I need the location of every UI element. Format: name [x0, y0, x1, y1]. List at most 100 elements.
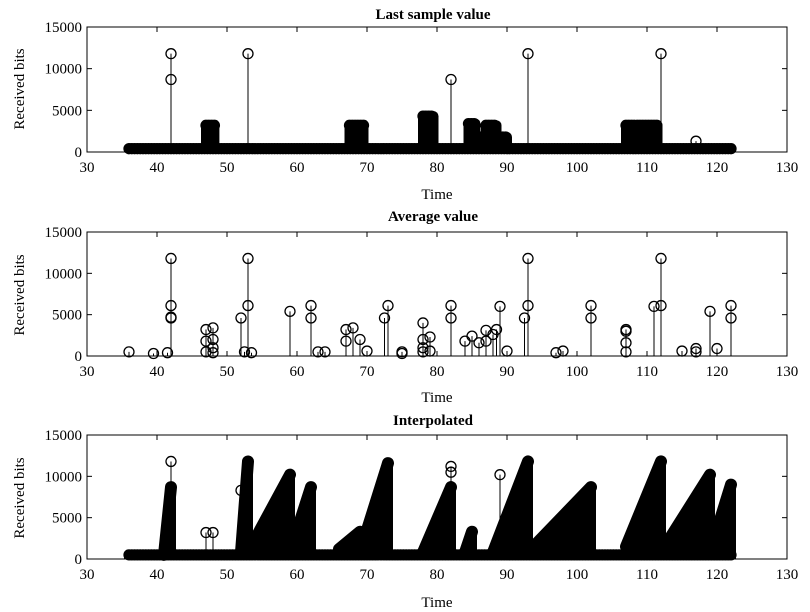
- data-point: [394, 549, 407, 561]
- data-point: [676, 345, 688, 357]
- x-tick-label: 60: [290, 364, 305, 380]
- data-point: [242, 299, 254, 312]
- data-point: [200, 335, 212, 347]
- data-point: [260, 143, 272, 155]
- data-point: [607, 143, 620, 155]
- data-point: [582, 143, 594, 155]
- x-tick-label: 40: [150, 364, 165, 380]
- data-point: [238, 143, 250, 155]
- data-point: [722, 143, 734, 155]
- data-point: [683, 143, 695, 155]
- data-point: [725, 143, 737, 155]
- data-point: [340, 323, 352, 336]
- y-tick-label: 0: [75, 349, 83, 365]
- data-point: [497, 131, 509, 143]
- data-point: [201, 549, 214, 561]
- x-tick-label: 60: [290, 567, 305, 583]
- x-tick-label: 30: [80, 364, 95, 380]
- data-point: [406, 143, 418, 155]
- data-point: [691, 143, 704, 155]
- data-point: [417, 333, 429, 346]
- data-point: [465, 118, 477, 130]
- data-point: [271, 143, 284, 155]
- data-point: [397, 143, 410, 155]
- x-axis-label: Time: [421, 187, 452, 203]
- data-point: [322, 549, 334, 561]
- data-point: [246, 143, 258, 155]
- x-tick-label: 80: [430, 567, 445, 583]
- data-point: [123, 346, 135, 358]
- data-point: [380, 143, 393, 155]
- data-point: [704, 305, 716, 318]
- y-tick-label: 10000: [45, 266, 83, 282]
- data-point: [690, 135, 702, 147]
- data-point: [518, 312, 531, 324]
- data-point: [140, 549, 152, 561]
- data-point: [420, 110, 432, 122]
- data-point: [424, 331, 436, 343]
- data-point: [327, 143, 340, 155]
- data-point: [480, 335, 492, 347]
- data-point: [469, 131, 481, 143]
- y-tick-label: 10000: [45, 62, 83, 78]
- data-point: [294, 143, 306, 155]
- data-point: [639, 119, 652, 131]
- data-point: [145, 143, 158, 155]
- data-point: [637, 119, 649, 131]
- data-point: [568, 143, 580, 155]
- data-point: [529, 143, 541, 155]
- data-point: [593, 143, 606, 155]
- data-point: [663, 143, 676, 155]
- data-point: [655, 455, 667, 468]
- data-point: [576, 143, 589, 155]
- data-point: [494, 300, 506, 313]
- data-point: [349, 119, 361, 131]
- data-point: [123, 143, 135, 155]
- data-point: [599, 549, 611, 561]
- data-point: [677, 143, 690, 155]
- data-point: [252, 143, 264, 155]
- data-point: [520, 143, 533, 155]
- data-point: [417, 346, 429, 358]
- data-point: [221, 549, 233, 561]
- ramp-marker-band: [655, 468, 716, 559]
- ramp-marker-band: [459, 525, 478, 559]
- data-point: [207, 333, 219, 346]
- data-point: [205, 119, 218, 131]
- data-point: [165, 455, 177, 468]
- data-point: [716, 143, 729, 155]
- data-point: [471, 131, 484, 143]
- data-point: [305, 312, 317, 324]
- data-point: [310, 143, 323, 155]
- data-point: [131, 549, 144, 561]
- data-point: [551, 143, 564, 155]
- data-point: [604, 143, 617, 155]
- ramp-marker-band: [522, 481, 597, 559]
- data-point: [389, 143, 401, 155]
- data-point: [196, 549, 208, 561]
- data-point: [330, 143, 342, 155]
- x-tick-label: 30: [80, 160, 95, 176]
- data-point: [382, 457, 394, 469]
- data-point: [154, 143, 166, 155]
- data-point: [602, 549, 614, 561]
- data-point: [445, 299, 457, 312]
- data-point: [308, 143, 320, 155]
- data-point: [235, 484, 247, 497]
- data-point: [383, 143, 396, 155]
- data-point: [352, 119, 364, 131]
- data-point: [184, 549, 197, 561]
- data-point: [557, 143, 569, 155]
- data-point: [585, 299, 597, 312]
- x-tick-label: 80: [430, 160, 445, 176]
- y-axis-label: Received bits: [12, 48, 28, 129]
- data-point: [445, 466, 457, 478]
- data-point: [620, 119, 632, 131]
- data-point: [159, 143, 172, 155]
- data-point: [655, 299, 667, 312]
- data-point: [386, 143, 398, 155]
- data-point: [477, 131, 489, 143]
- x-tick-label: 100: [566, 160, 589, 176]
- y-tick-label: 15000: [45, 428, 83, 444]
